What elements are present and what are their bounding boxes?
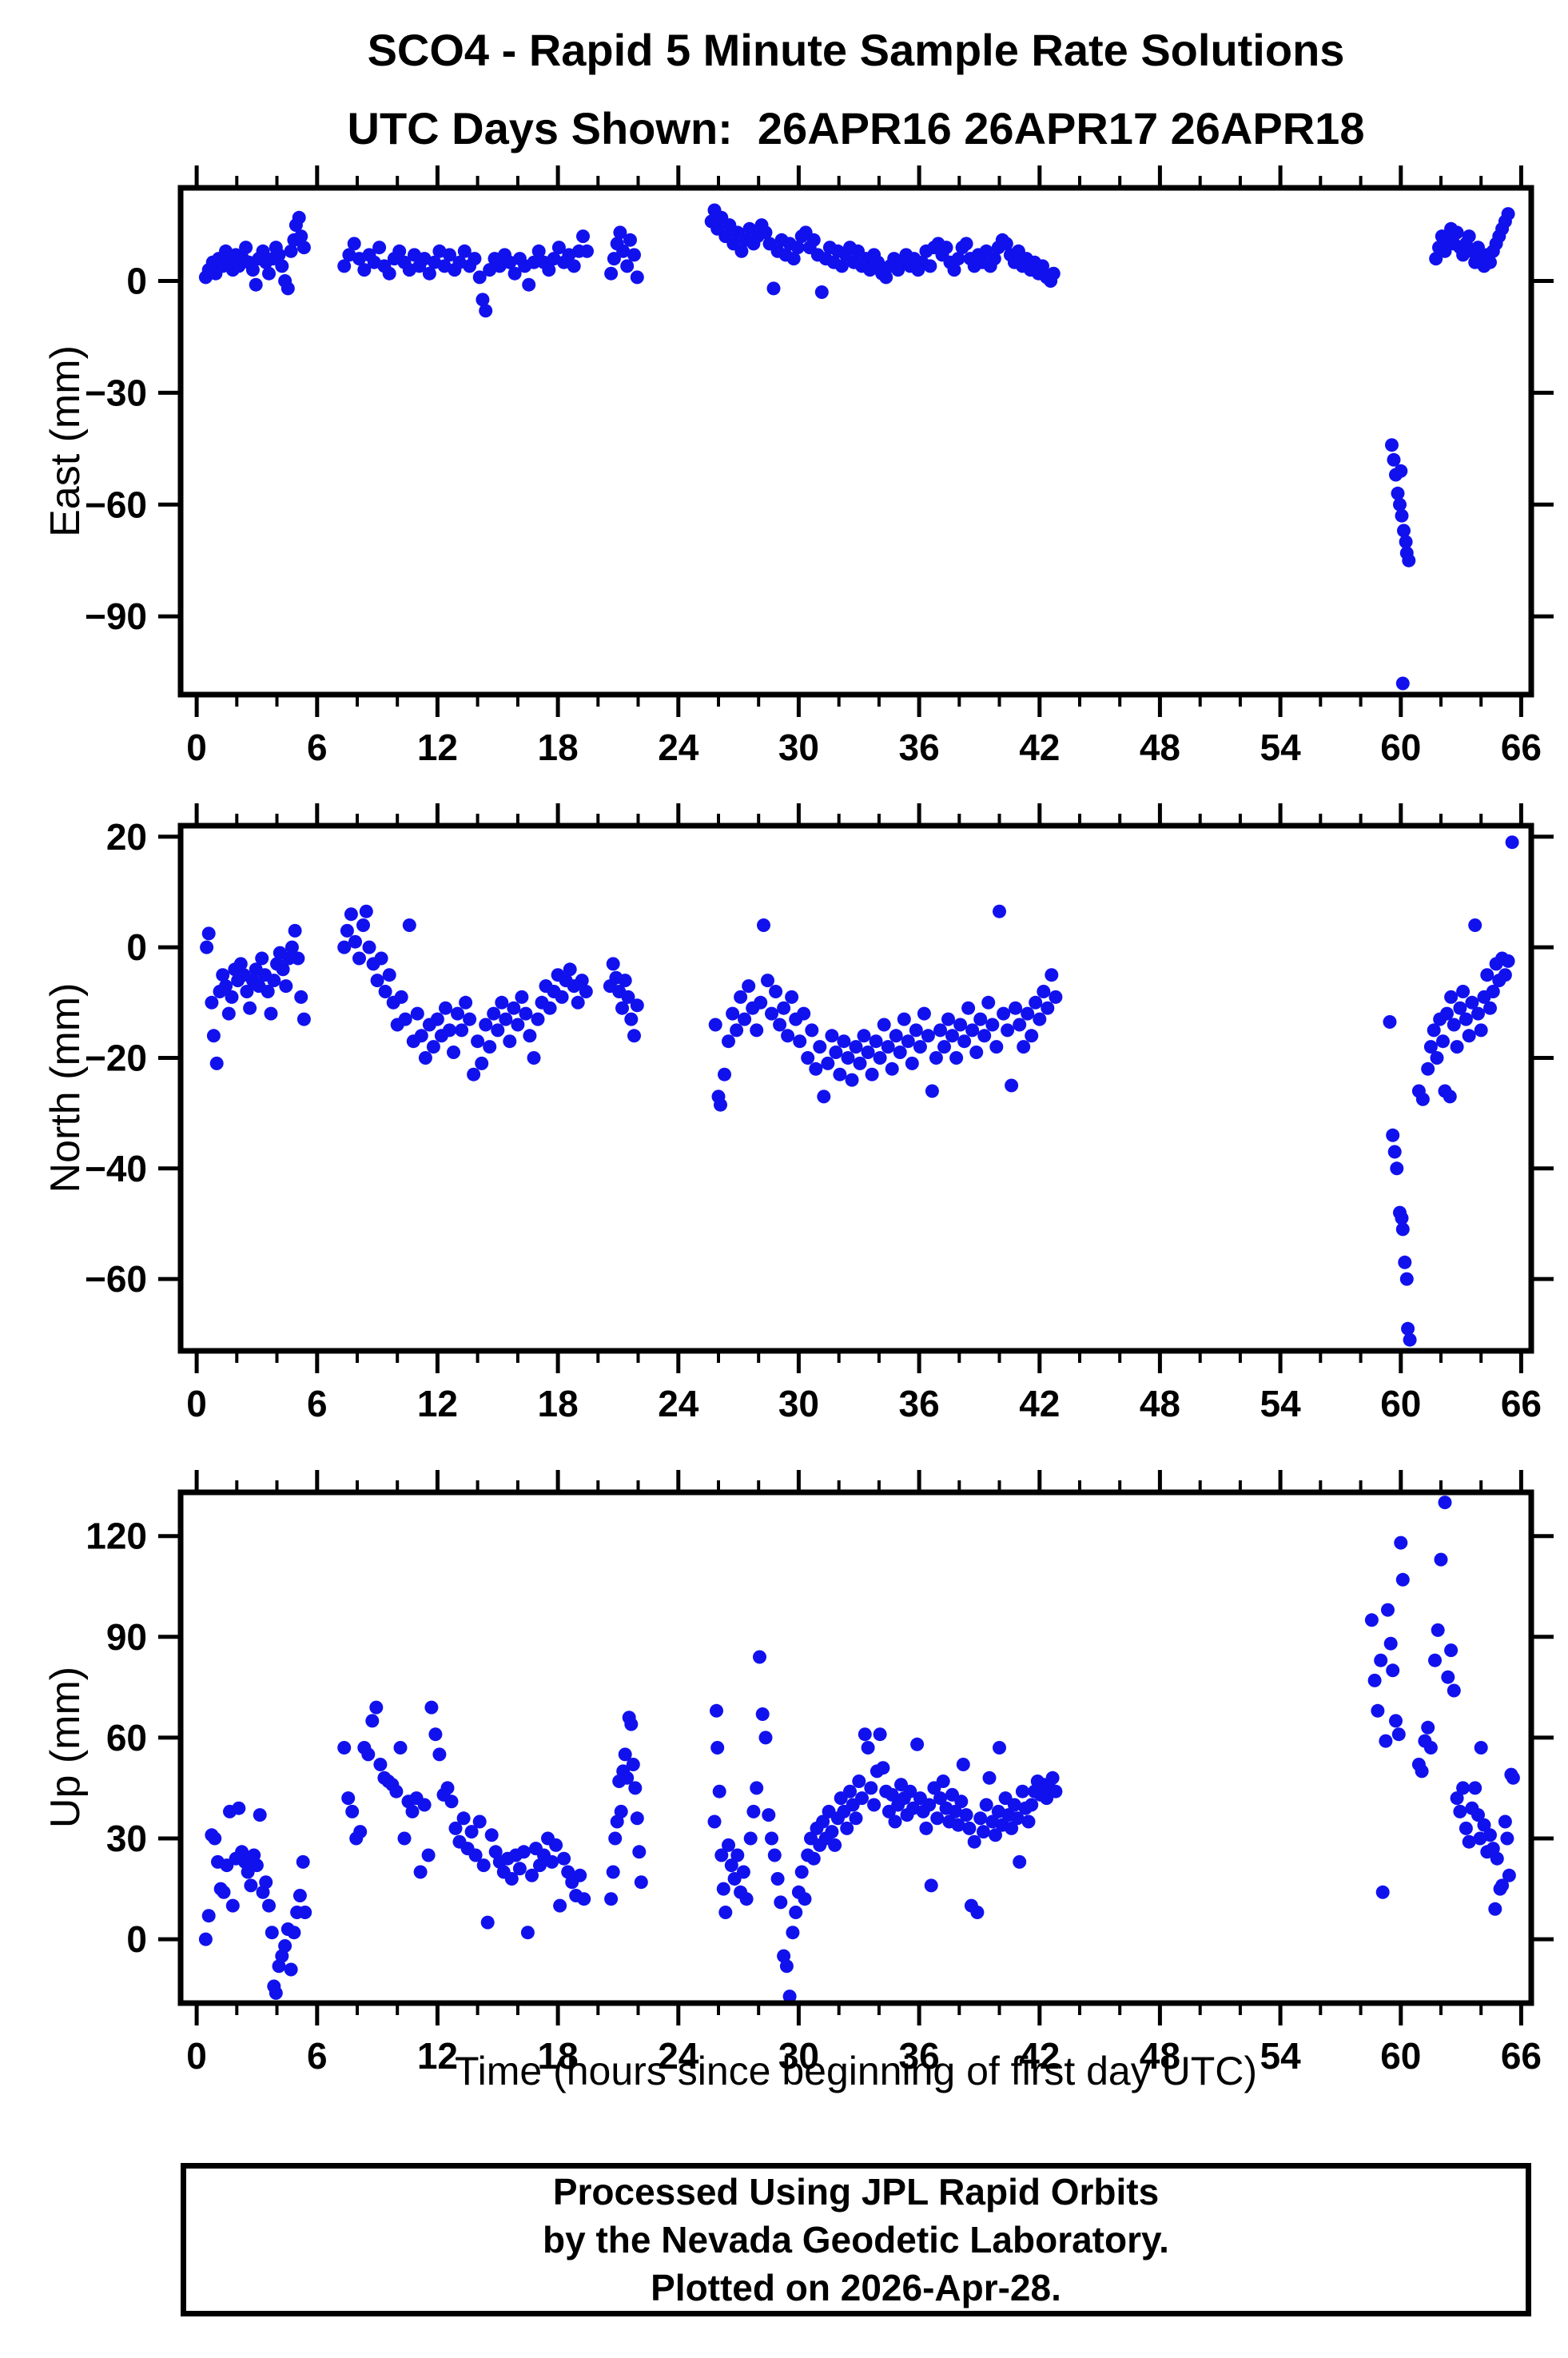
figure-title-line2: UTC Days Shown: 26APR16 26APR17 26APR18	[347, 103, 1365, 153]
footer-line1: Processed Using JPL Rapid Orbits	[552, 2171, 1160, 2213]
svg-text:42: 42	[1019, 2035, 1060, 2077]
up-tick-labels: 0 6 12 18 24 30 36 42 48 54 60 66 0 30 60 90 120	[86, 1516, 1542, 2077]
up-frame	[177, 1489, 1534, 2006]
east-tick-labels: 0 6 12 18 24 30 36 42 48 54 60 66 0 −30 −60 −90	[85, 261, 1542, 769]
svg-text:30: 30	[778, 727, 819, 768]
svg-text:0: 0	[186, 2035, 207, 2077]
east-frame	[177, 185, 1534, 698]
svg-text:48: 48	[1140, 727, 1180, 768]
east-points	[198, 203, 1515, 691]
svg-text:60: 60	[1380, 2035, 1421, 2077]
svg-text:6: 6	[307, 2035, 328, 2077]
svg-text:66: 66	[1501, 727, 1542, 768]
svg-text:24: 24	[658, 727, 699, 768]
svg-text:30: 30	[778, 2035, 819, 2077]
svg-text:66: 66	[1501, 2035, 1542, 2077]
svg-text:0: 0	[126, 1918, 147, 1960]
svg-text:54: 54	[1260, 727, 1302, 768]
svg-text:24: 24	[658, 2035, 699, 2077]
up-ticks	[158, 1470, 1554, 2025]
svg-text:18: 18	[538, 2035, 579, 2077]
svg-text:60: 60	[1380, 727, 1421, 768]
svg-text:−20: −20	[85, 1038, 147, 1079]
up-points	[198, 1496, 1520, 2004]
svg-text:48: 48	[1140, 1383, 1180, 1424]
footer-line3: Plotted on 2026-Apr-28.	[651, 2267, 1061, 2308]
panel-north: 0 6 12 18 24 30 36 42 48 54 60 66 20 0 −20 −40 −60	[85, 803, 1554, 1424]
svg-text:0: 0	[126, 261, 147, 302]
footer-note-box: Processed Using JPL Rapid Orbits by the …	[181, 2163, 1531, 2316]
svg-text:42: 42	[1019, 727, 1060, 768]
north-points	[200, 835, 1519, 1347]
svg-text:12: 12	[417, 1383, 458, 1424]
svg-text:12: 12	[417, 727, 458, 768]
svg-text:30: 30	[106, 1818, 147, 1859]
svg-text:20: 20	[106, 816, 147, 858]
panel-up: 0 6 12 18 24 30 36 42 48 54 60 66 0 30 60 90 120	[86, 1470, 1554, 2077]
svg-text:36: 36	[899, 727, 940, 768]
svg-text:36: 36	[899, 1383, 940, 1424]
svg-text:−40: −40	[85, 1148, 147, 1189]
svg-text:6: 6	[307, 1383, 328, 1424]
x-axis-title: Time (hours since beginning of first day…	[454, 2049, 1258, 2093]
svg-text:0: 0	[186, 727, 207, 768]
svg-text:18: 18	[538, 727, 579, 768]
svg-text:−60: −60	[85, 484, 147, 525]
svg-text:0: 0	[126, 926, 147, 968]
north-tick-labels: 0 6 12 18 24 30 36 42 48 54 60 66 20 0 −20 −40 −60	[85, 816, 1542, 1424]
svg-text:18: 18	[538, 1383, 579, 1424]
svg-text:120: 120	[86, 1516, 147, 1557]
svg-text:−30: −30	[85, 372, 147, 413]
svg-text:6: 6	[307, 727, 328, 768]
svg-text:−60: −60	[85, 1258, 147, 1300]
svg-text:30: 30	[778, 1383, 819, 1424]
panel-east: 0 6 12 18 24 30 36 42 48 54 60 66 0 −30 −60 −90	[85, 165, 1554, 768]
east-ticks	[158, 165, 1554, 717]
svg-text:90: 90	[106, 1616, 147, 1658]
svg-text:60: 60	[1380, 1383, 1421, 1424]
svg-text:−90: −90	[85, 595, 147, 637]
north-frame	[177, 823, 1534, 1354]
svg-text:66: 66	[1501, 1383, 1542, 1424]
svg-text:24: 24	[658, 1383, 699, 1424]
footer-line2: by the Nevada Geodetic Laboratory.	[543, 2219, 1169, 2260]
svg-text:0: 0	[186, 1383, 207, 1424]
north-ticks	[158, 803, 1554, 1373]
svg-text:42: 42	[1019, 1383, 1060, 1424]
svg-text:54: 54	[1260, 2035, 1302, 2077]
figure-title-line1: SCO4 - Rapid 5 Minute Sample Rate Soluti…	[367, 25, 1345, 75]
svg-text:54: 54	[1260, 1383, 1302, 1424]
svg-text:60: 60	[106, 1717, 147, 1759]
svg-text:36: 36	[899, 2035, 940, 2077]
svg-text:12: 12	[417, 2035, 458, 2077]
svg-text:48: 48	[1140, 2035, 1180, 2077]
